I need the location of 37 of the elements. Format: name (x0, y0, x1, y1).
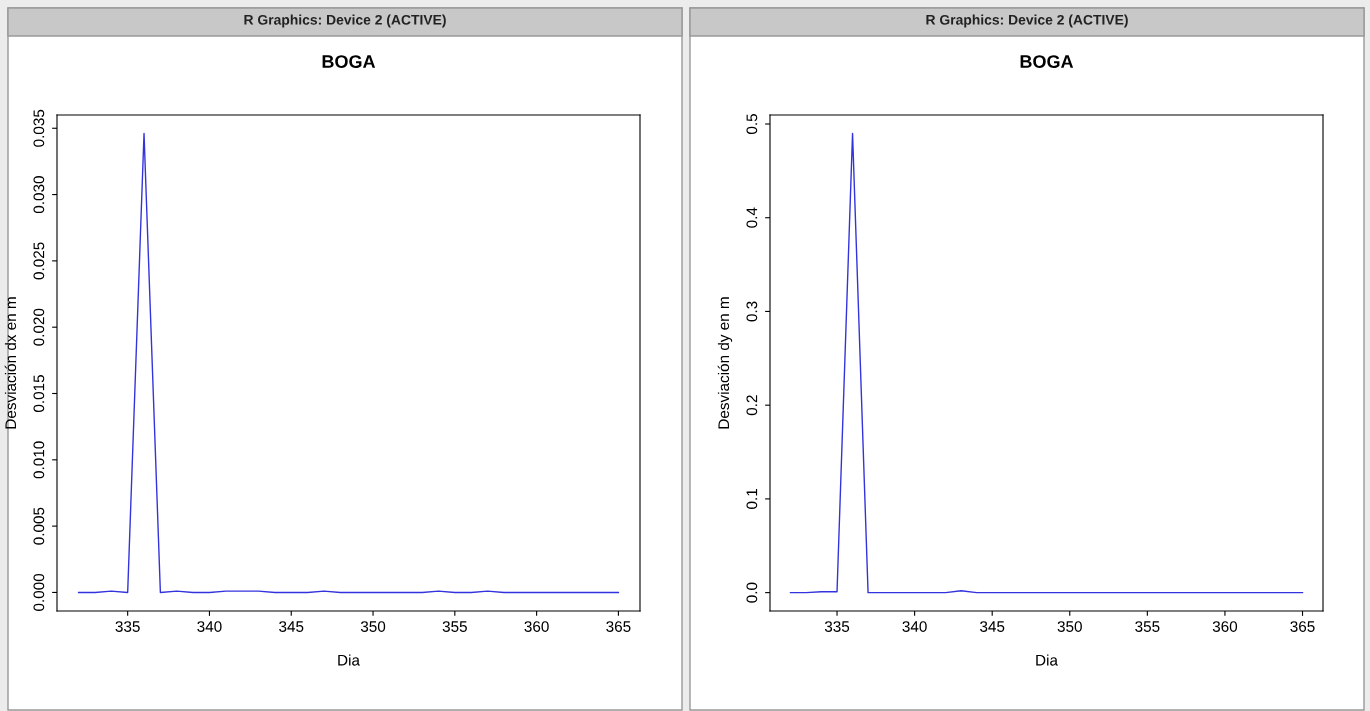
x-tick-label: 335 (115, 621, 140, 632)
text: R Graphics: Device 2 (ACTIVE) (926, 14, 1128, 28)
y-tick-label: 0.005 (33, 507, 45, 545)
y-tick-label: 0.020 (33, 308, 45, 346)
y-tick-label: 0.030 (33, 176, 45, 214)
chart-title: BOGA (322, 55, 376, 68)
x-tick-label: 350 (360, 621, 386, 632)
y-tick-label: 0.000 (33, 573, 45, 611)
x-tick-label: 335 (824, 621, 850, 632)
x-tick-label: 365 (1290, 621, 1315, 632)
y-tick-label: 0.010 (33, 441, 45, 479)
y-tick-label: 0.025 (33, 242, 45, 280)
y-tick-label: 0.1 (746, 489, 758, 509)
x-tick-label: 360 (524, 621, 549, 632)
x-axis-title: Dia (338, 654, 360, 666)
y-tick-label: 0.4 (746, 207, 758, 228)
chart-title: BOGA (1020, 55, 1074, 68)
x-tick-label: 355 (1135, 621, 1160, 632)
x-tick-label: 340 (902, 621, 927, 632)
y-tick-label: 0.015 (33, 375, 45, 413)
y-axis-title: Desviación dx en m (4, 297, 17, 429)
x-axis-title: Dia (1036, 654, 1058, 666)
x-tick-label: 355 (442, 621, 467, 632)
x-tick-label: 365 (606, 621, 631, 632)
text: R Graphics: Device 2 (ACTIVE) (244, 14, 446, 28)
y-tick-label: 0.5 (746, 114, 758, 135)
x-tick-label: 360 (1212, 621, 1238, 632)
x-tick-label: 350 (1057, 621, 1082, 632)
x-tick-label: 345 (279, 621, 304, 632)
y-axis-title: Desviación dy en m (717, 297, 733, 429)
y-tick-label: 0.2 (746, 395, 758, 416)
line-series (789, 132, 1304, 594)
x-tick-label: 340 (197, 621, 222, 632)
x-tick-label: 345 (980, 621, 1005, 632)
y-tick-label: 0.3 (746, 301, 758, 322)
y-tick-label: 0.0 (746, 582, 758, 603)
y-tick-label: 0.035 (33, 109, 45, 147)
